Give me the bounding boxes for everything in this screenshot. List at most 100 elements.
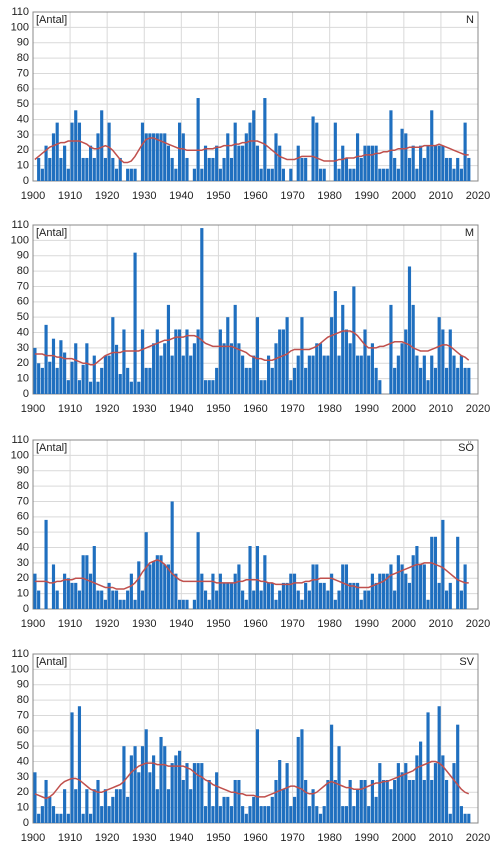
bar [211,157,215,181]
bar [218,329,222,394]
y-tick-label: 10 [17,588,29,600]
bar [81,813,85,823]
bar [266,168,271,181]
bar [278,329,282,394]
x-tick-label: 1960 [243,618,267,630]
bar [344,157,349,181]
y-tick-label: 70 [17,495,29,507]
bar [378,763,382,823]
bar [103,599,107,609]
bar [374,145,378,181]
bar [200,763,204,823]
bar [218,573,222,609]
bar [155,133,159,181]
x-tick-label: 1950 [206,618,230,630]
y-tick-label: 60 [17,296,29,308]
bar [33,573,37,609]
x-tick-label: 1960 [243,403,267,415]
bar [174,329,178,394]
bar [415,546,419,609]
x-tick-label: 1900 [21,403,45,415]
bar [259,168,263,181]
y-tick-label: 100 [11,663,29,675]
bar [211,806,215,823]
bar [430,536,434,609]
y-tick-label: 110 [11,6,29,18]
bar [174,168,178,181]
y-tick-label: 40 [17,326,29,338]
bar [430,779,434,823]
bar [433,536,438,609]
bar [133,252,137,394]
bar [203,145,208,181]
bar [315,564,319,609]
x-tick-label: 2000 [392,832,416,844]
bar [148,564,152,609]
bar [459,806,463,823]
bar [40,168,44,181]
bar [181,355,185,394]
bar [322,806,326,823]
y-tick-label: 90 [17,465,29,477]
bar [192,599,196,609]
bar [396,555,400,609]
bar [263,806,267,823]
bar [185,157,189,181]
bar [77,590,82,609]
x-tick-label: 1920 [95,832,119,844]
bar [407,266,412,394]
bar [300,317,304,394]
bar [118,374,122,394]
bar [166,145,171,181]
bar [270,168,274,181]
bar [274,343,278,394]
bar [244,133,248,181]
bar [404,763,408,823]
bar [229,157,234,181]
y-tick-label: 80 [17,265,29,277]
bar [433,145,438,181]
bar [215,772,219,823]
x-tick-label: 1940 [169,832,193,844]
bar [226,133,230,181]
bar [463,813,467,823]
bar [404,573,408,609]
bar [459,168,463,181]
bar [355,355,360,394]
bar [419,367,423,394]
bar [226,582,230,609]
bar [51,133,56,181]
bar [248,122,252,181]
bar [118,789,122,823]
y-tick-label: 110 [11,219,29,231]
bar [148,133,152,181]
bar [459,355,463,394]
bar [51,564,56,609]
x-tick-label: 1960 [243,190,267,202]
bar [114,168,119,181]
bar [326,355,330,394]
bar [192,168,196,181]
bar [252,796,256,823]
bar [374,796,378,823]
bar [44,519,48,609]
y-tick-label: 0 [23,603,29,615]
y-tick-label: 10 [17,373,29,385]
bar [463,367,467,394]
bar [441,329,445,394]
bar [40,806,44,823]
bar [107,806,111,823]
bar [348,168,352,181]
bar [203,806,208,823]
y-tick-label: 60 [17,83,29,95]
bar [441,519,445,609]
bar [274,133,278,181]
y-tick-label: 90 [17,679,29,691]
bar [393,157,397,181]
bar [66,813,70,823]
bar [85,555,89,609]
bar [137,561,141,609]
bar [344,806,349,823]
bar [122,599,126,609]
